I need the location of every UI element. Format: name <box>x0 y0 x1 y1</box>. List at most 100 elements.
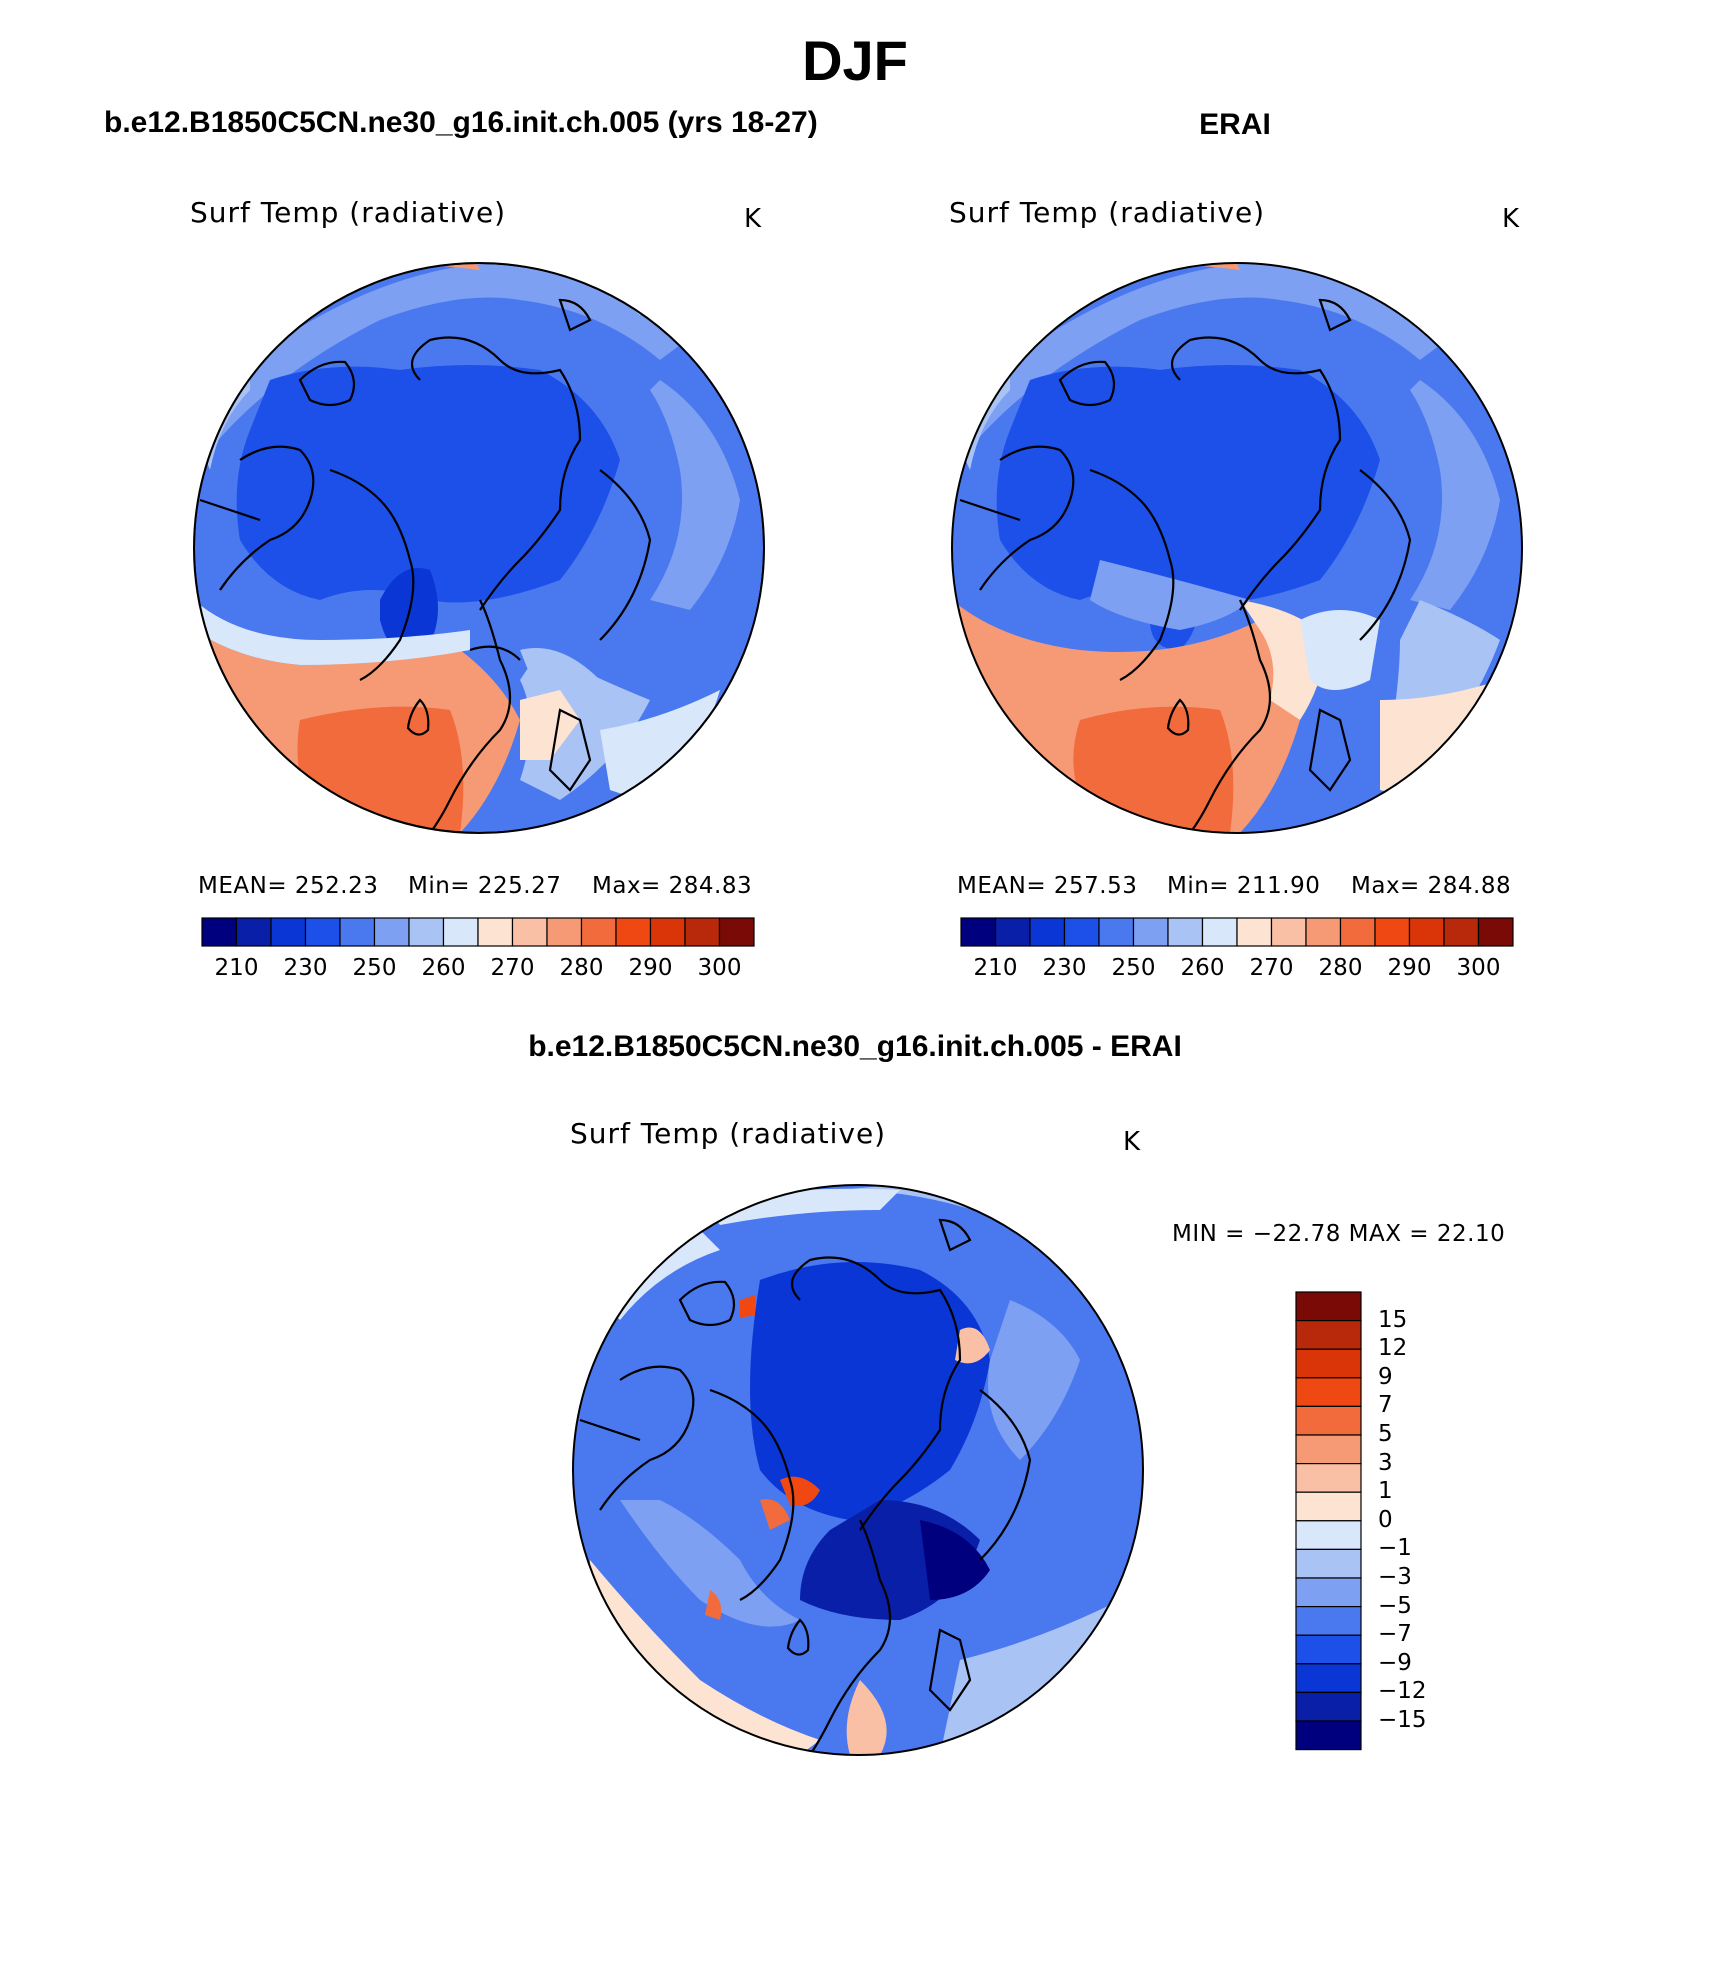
model-colorbar-box <box>304 917 341 947</box>
diff-map-border <box>572 1184 1144 1756</box>
diff-colorbar-box <box>1295 1577 1362 1608</box>
diff-panel-title: b.e12.B1850C5CN.ne30_g16.init.ch.005 - E… <box>528 1030 1182 1063</box>
diff-colorbar-box <box>1295 1377 1362 1408</box>
obs-colorbar-box <box>1167 917 1204 947</box>
diff-colorbar-box <box>1295 1720 1362 1751</box>
diff-units-label: K <box>1123 1127 1141 1157</box>
model-colorbar-box <box>684 917 721 947</box>
obs-colorbar-box <box>1063 917 1100 947</box>
obs-colorbar-tick-label: 230 <box>1042 955 1087 981</box>
obs-colorbar-tick-label: 270 <box>1249 955 1294 981</box>
model-colorbar-box <box>477 917 514 947</box>
obs-colorbar-box <box>1477 917 1514 947</box>
obs-colorbar-tick-label: 280 <box>1318 955 1363 981</box>
diff-colorbar-tick-label: 15 <box>1378 1306 1408 1333</box>
obs-colorbar-box <box>1201 917 1238 947</box>
model-colorbar-box <box>373 917 410 947</box>
diff-colorbar-tick-label: 12 <box>1378 1335 1408 1362</box>
diff-colorbar-box <box>1295 1548 1362 1579</box>
obs-map-border <box>951 262 1523 834</box>
obs-colorbar-tick-label: 250 <box>1111 955 1156 981</box>
diff-colorbar-tick-label: 7 <box>1378 1392 1393 1419</box>
obs-polar-map <box>952 263 1522 833</box>
model-min-stat: Min= 225.27 <box>408 873 562 899</box>
obs-colorbar-box <box>1132 917 1169 947</box>
model-colorbar-box <box>511 917 548 947</box>
diff-colorbar-tick-label: 5 <box>1378 1421 1393 1447</box>
diff-colorbar-box <box>1295 1605 1362 1636</box>
model-colorbar-tick-label: 260 <box>421 955 466 981</box>
obs-colorbar <box>960 917 1514 947</box>
diff-colorbar-box <box>1295 1462 1362 1493</box>
model-colorbar-tick-label: 210 <box>214 955 259 981</box>
obs-colorbar-tick-label: 260 <box>1180 955 1225 981</box>
obs-colorbar-box <box>960 917 997 947</box>
diff-colorbar-box <box>1295 1405 1362 1436</box>
model-mean-stat: MEAN= 252.23 <box>198 873 379 899</box>
figure-title: DJF <box>802 29 908 92</box>
diff-colorbar-tick-label: −1 <box>1378 1535 1412 1562</box>
model-polar-map <box>194 263 764 833</box>
obs-colorbar-box <box>1029 917 1066 947</box>
diff-colorbar-tick-label: −7 <box>1378 1621 1412 1648</box>
obs-colorbar-box <box>1443 917 1480 947</box>
model-colorbar-box <box>201 917 238 947</box>
model-units-label: K <box>744 204 762 234</box>
diff-colorbar-box <box>1295 1291 1362 1322</box>
diff-colorbar-tick-label: 1 <box>1378 1478 1393 1505</box>
obs-units-label: K <box>1502 204 1520 234</box>
diff-colorbar-box <box>1295 1491 1362 1522</box>
obs-max-stat: Max= 284.88 <box>1351 873 1512 899</box>
diff-colorbar-box <box>1295 1434 1362 1465</box>
model-colorbar-tick-label: 230 <box>283 955 328 981</box>
obs-colorbar-box <box>1236 917 1273 947</box>
model-colorbar-tick-label: 300 <box>697 955 742 981</box>
model-colorbar-tick-label: 290 <box>628 955 673 981</box>
diff-colorbar-box <box>1295 1319 1362 1350</box>
model-colorbar-box <box>442 917 479 947</box>
obs-colorbar-box <box>1408 917 1445 947</box>
obs-colorbar-box <box>1098 917 1135 947</box>
obs-colorbar-tick-label: 290 <box>1387 955 1432 981</box>
diff-colorbar-box <box>1295 1520 1362 1551</box>
model-map-border <box>193 262 765 834</box>
diff-colorbar-tick-label: −3 <box>1378 1564 1412 1590</box>
diff-colorbar-box <box>1295 1663 1362 1694</box>
diff-colorbar-tick-label: −15 <box>1378 1707 1427 1733</box>
diff-colorbar <box>1295 1291 1362 1751</box>
diff-colorbar-box <box>1295 1691 1362 1722</box>
model-colorbar-tick-label: 270 <box>490 955 535 981</box>
diff-colorbar-tick-label: 0 <box>1378 1506 1393 1533</box>
model-colorbar-box <box>615 917 652 947</box>
model-colorbar-box <box>546 917 583 947</box>
model-colorbar-box <box>339 917 376 947</box>
diff-polar-map <box>573 1185 1143 1755</box>
diff-variable-label: Surf Temp (radiative) <box>570 1117 887 1150</box>
obs-colorbar-box <box>1374 917 1411 947</box>
model-colorbar-box <box>649 917 686 947</box>
model-colorbar-tick-label: 280 <box>559 955 604 981</box>
model-colorbar-box <box>408 917 445 947</box>
model-colorbar-box <box>235 917 272 947</box>
model-colorbar <box>201 917 755 947</box>
obs-mean-stat: MEAN= 257.53 <box>957 873 1138 899</box>
obs-min-stat: Min= 211.90 <box>1167 873 1321 899</box>
model-colorbar-box <box>580 917 617 947</box>
diff-colorbar-tick-label: −12 <box>1378 1678 1427 1705</box>
diff-colorbar-tick-label: 9 <box>1378 1363 1393 1390</box>
diff-colorbar-box <box>1295 1634 1362 1665</box>
obs-colorbar-box <box>1339 917 1376 947</box>
obs-panel-title: ERAI <box>1199 108 1271 141</box>
model-colorbar-tick-label: 250 <box>352 955 397 981</box>
diff-colorbar-tick-label: −5 <box>1378 1592 1412 1619</box>
diff-minmax-stat: MIN = −22.78 MAX = 22.10 <box>1172 1221 1506 1247</box>
model-colorbar-box <box>270 917 307 947</box>
obs-colorbar-tick-label: 210 <box>973 955 1018 981</box>
obs-colorbar-box <box>994 917 1031 947</box>
model-variable-label: Surf Temp (radiative) <box>190 196 507 229</box>
obs-colorbar-box <box>1305 917 1342 947</box>
diff-colorbar-tick-label: 3 <box>1378 1449 1393 1476</box>
model-panel-title: b.e12.B1850C5CN.ne30_g16.init.ch.005 (yr… <box>104 106 818 139</box>
model-colorbar-box <box>718 917 755 947</box>
